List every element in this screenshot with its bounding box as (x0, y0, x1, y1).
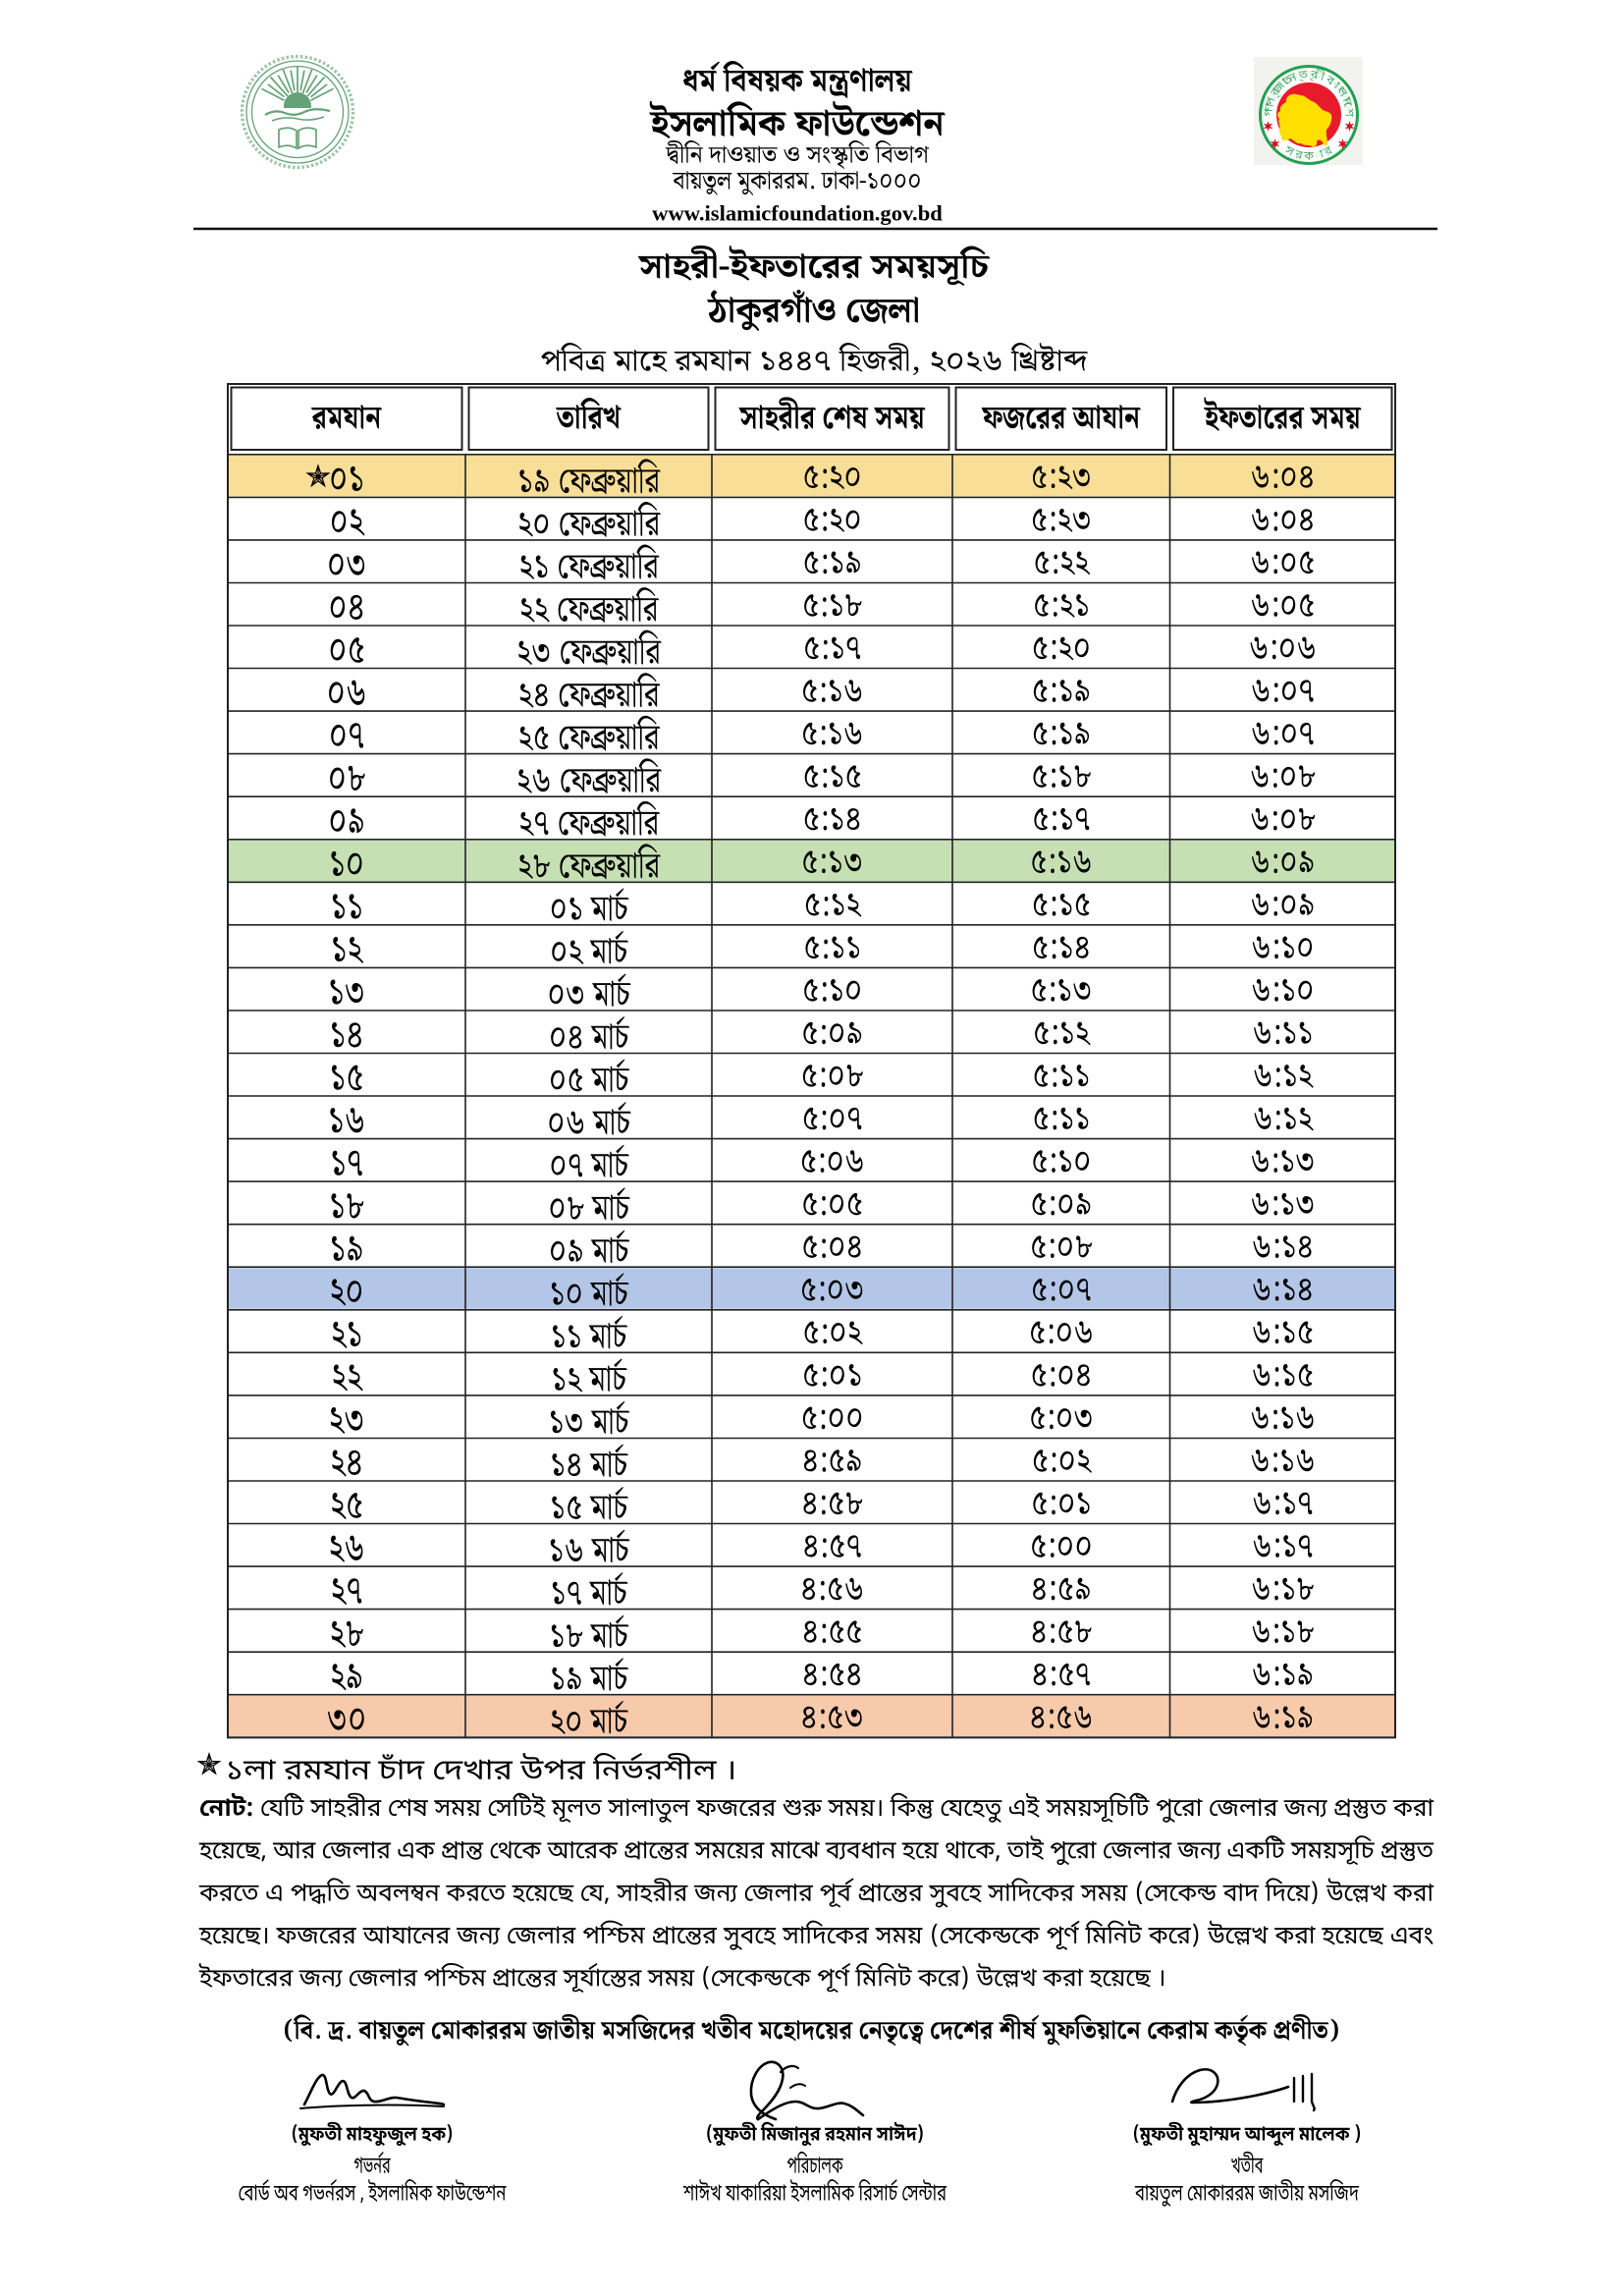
svg-text:www.islamicfoundation.gov.bd: www.islamicfoundation.gov.bd (652, 201, 943, 226)
